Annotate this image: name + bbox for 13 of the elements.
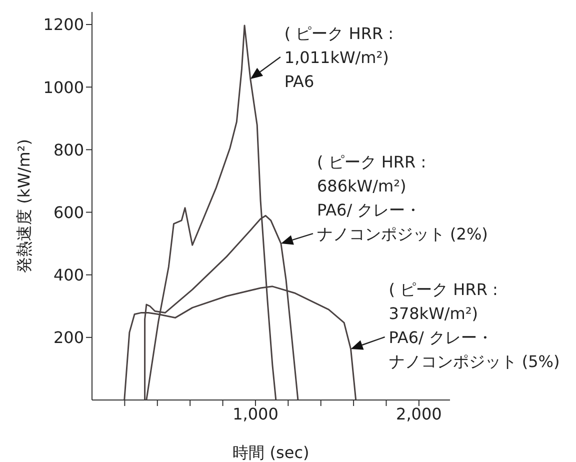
annotation: ( ピーク HRR : 686kW/m²) PA6/ クレー・ナノコンポジット (2%) [316, 152, 488, 244]
y-tick-label: 600 [53, 202, 84, 222]
x-tick-label: 2,000 [396, 404, 442, 424]
x-axis-title: 時間 (sec) [232, 443, 310, 462]
y-tick-label: 800 [53, 140, 84, 160]
y-tick-label: 400 [53, 266, 84, 285]
annotation: ( ピーク HRR : 378kW/m²) PA6/ クレー・ナノコンポジット (5%) [388, 280, 560, 371]
y-tick-label: 1000 [43, 78, 84, 97]
y-tick-label: 200 [53, 328, 84, 348]
annotation: ( ピーク HRR : 1,011kW/m²) PA6 [284, 24, 394, 91]
y-axis-title: 発熱速度 (kW/m²) [14, 138, 34, 274]
x-tick-label: 1,000 [232, 404, 278, 424]
y-tick-label: 1200 [43, 15, 84, 34]
